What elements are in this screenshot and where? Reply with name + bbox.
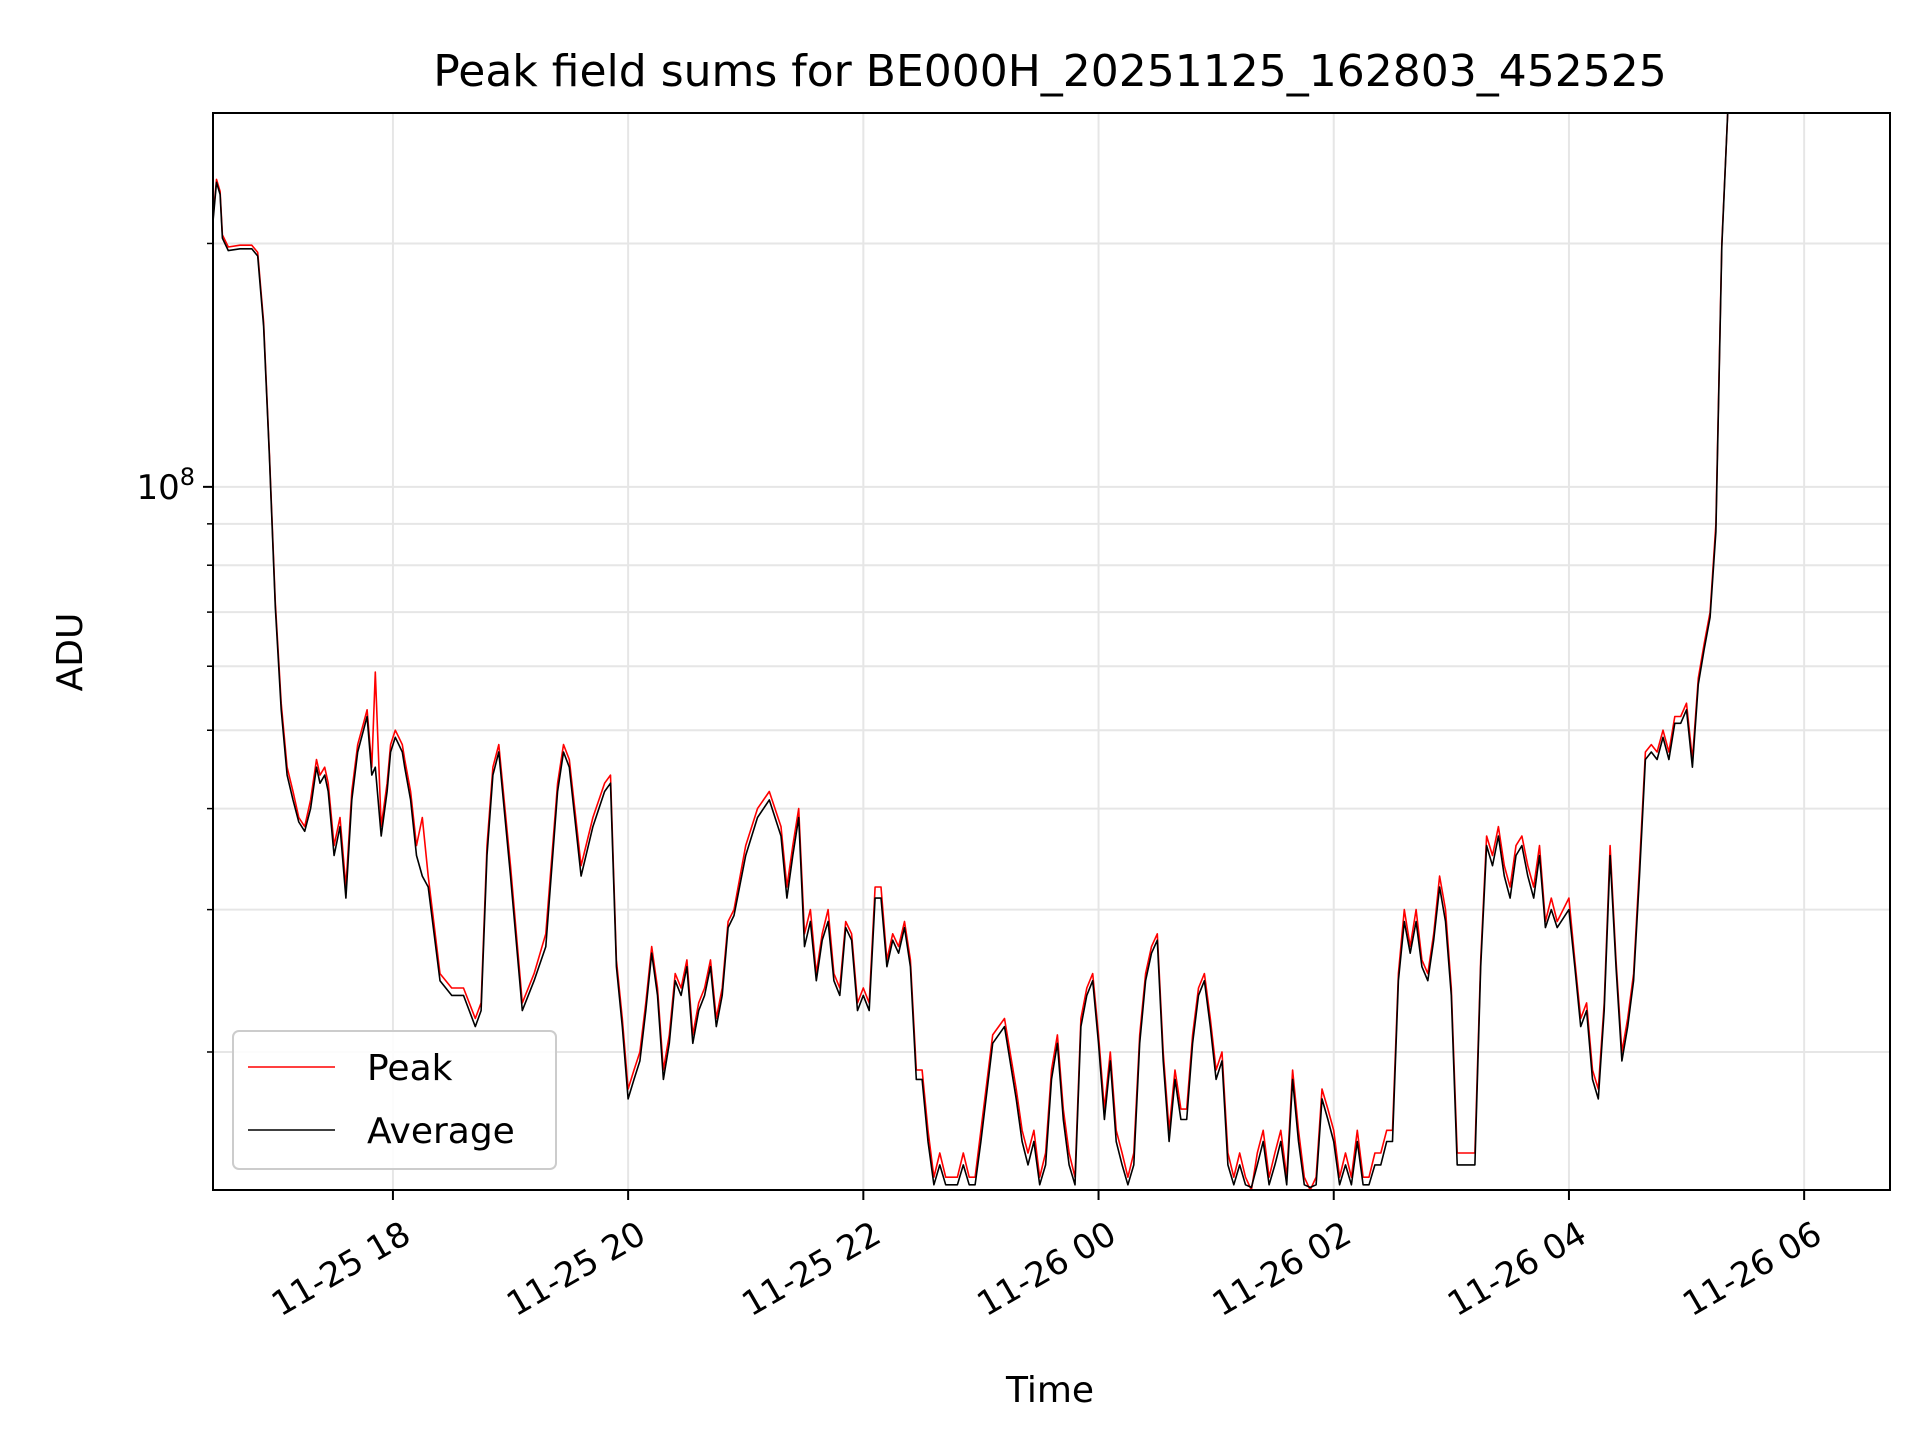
x-axis-label: Time [1005, 1370, 1094, 1411]
chart-title: Peak field sums for BE000H_20251125_1628… [433, 46, 1666, 97]
series-line-peak [212, 112, 1734, 1191]
legend: Peak Average [232, 1030, 557, 1170]
legend-box [232, 1030, 557, 1170]
grid [213, 113, 1890, 1190]
legend-label-average: Average [367, 1111, 515, 1152]
series-lines [212, 112, 1734, 1191]
y-axis-label: ADU [50, 613, 91, 692]
legend-label-peak: Peak [367, 1048, 453, 1089]
plot-frame [212, 112, 1891, 1191]
series-line-average [212, 112, 1734, 1189]
y-tick-label: 108 [136, 463, 195, 508]
